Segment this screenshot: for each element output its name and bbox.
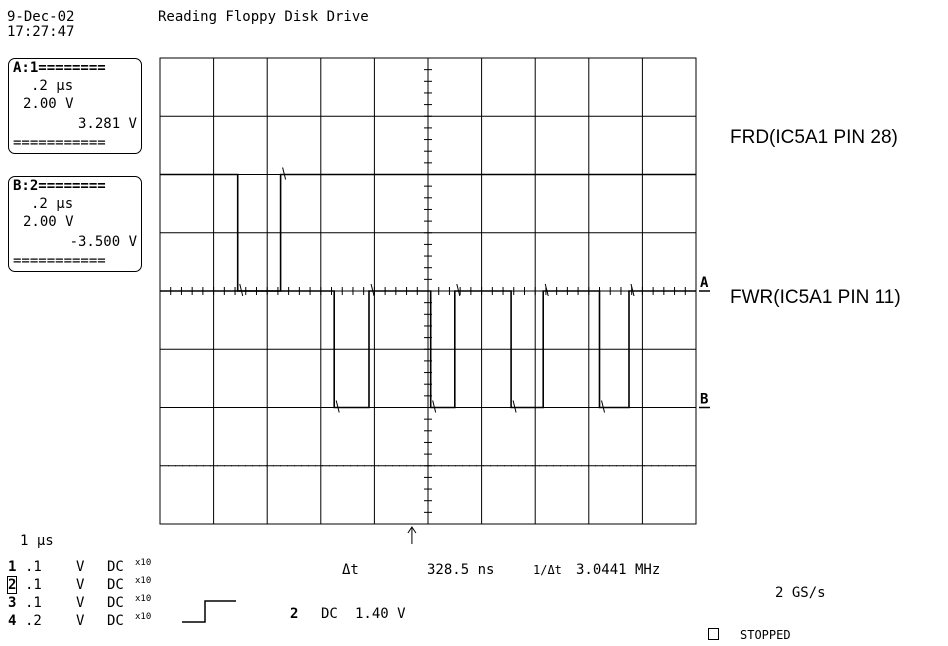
stop-indicator-icon — [708, 628, 719, 640]
trace-a-box-header: A:1======== — [13, 60, 106, 76]
channel-scale: .1 — [25, 595, 42, 611]
trace-b-offset: -3.500 V — [69, 234, 137, 250]
trace-a-timebase: .2 μs — [31, 78, 74, 94]
trace-markers: AB — [699, 275, 710, 409]
channel-number: 3 — [8, 595, 17, 611]
page-title: Reading Floppy Disk Drive — [158, 9, 369, 25]
channel-scale: .2 — [25, 613, 42, 629]
channel-probe: x10 — [135, 558, 152, 568]
data-point — [432, 400, 437, 413]
channel-coupling: DC — [107, 595, 124, 611]
channel-probe: x10 — [135, 594, 152, 604]
channel-probe: x10 — [135, 612, 152, 622]
series-line-fwr — [160, 290, 696, 409]
channel-coupling: DC — [107, 613, 124, 629]
trace-b-box-footer: =========== — [13, 253, 106, 269]
delta-t-label: Δt — [342, 562, 359, 578]
channel-scale: .1 — [25, 559, 42, 575]
trace-a-offset: 3.281 V — [77, 116, 137, 132]
data-point — [282, 167, 287, 180]
trigger-edge-icon — [182, 600, 236, 623]
sample-rate: 2 GS/s — [775, 585, 826, 601]
trace-marker-a: A — [700, 275, 709, 291]
signal-label-fwr: FWR(IC5A1 PIN 11) — [730, 287, 901, 308]
capture-time: 17:27:47 — [7, 24, 75, 40]
frequency-label: 1/Δt — [533, 563, 562, 577]
data-point — [630, 283, 635, 297]
delta-t-value: 328.5 ns — [427, 562, 495, 578]
waveform-traces — [160, 167, 696, 413]
channel-scale: .1 — [25, 577, 42, 593]
horizontal-scale: 1 μs — [20, 533, 54, 549]
channel-unit: V — [76, 613, 85, 629]
trigger-level: 1.40 V — [355, 606, 406, 622]
capture-date: 9-Dec-02 — [7, 9, 75, 25]
data-point — [544, 283, 549, 297]
channel-coupling: DC — [107, 559, 124, 575]
data-point — [456, 283, 461, 297]
trace-b-timebase: .2 μs — [31, 196, 74, 212]
trace-a-box-footer: =========== — [13, 135, 106, 151]
acquisition-status: STOPPED — [740, 628, 791, 642]
data-point — [601, 400, 606, 413]
trace-b-volts: 2.00 V — [23, 214, 74, 230]
channel-number: 1 — [8, 559, 17, 575]
trigger-channel: 2 — [290, 606, 299, 622]
trace-a-info-box: A:1======== .2 μs 2.00 V 3.281 V =======… — [8, 58, 142, 154]
channel-number: 4 — [8, 613, 17, 629]
channel-unit: V — [76, 577, 85, 593]
channel-coupling: DC — [107, 577, 124, 593]
graticule-grid — [159, 57, 697, 544]
channel-probe: x10 — [135, 576, 152, 586]
data-point — [335, 400, 340, 413]
channel-unit: V — [76, 595, 85, 611]
data-point — [239, 283, 244, 297]
trace-a-volts: 2.00 V — [23, 96, 74, 112]
channel-unit: V — [76, 559, 85, 575]
trace-b-box-header: B:2======== — [13, 178, 106, 194]
trace-b-info-box: B:2======== .2 μs 2.00 V -3.500 V ======… — [8, 176, 142, 272]
frequency-value: 3.0441 MHz — [576, 562, 661, 578]
data-point — [370, 283, 375, 297]
signal-label-frd: FRD(IC5A1 PIN 28) — [730, 127, 898, 148]
trace-marker-b: B — [700, 392, 708, 408]
channel-number: 2 — [6, 576, 18, 594]
trigger-position-arrow-head — [407, 526, 417, 534]
data-point — [512, 400, 517, 413]
trigger-coupling: DC — [321, 606, 338, 622]
